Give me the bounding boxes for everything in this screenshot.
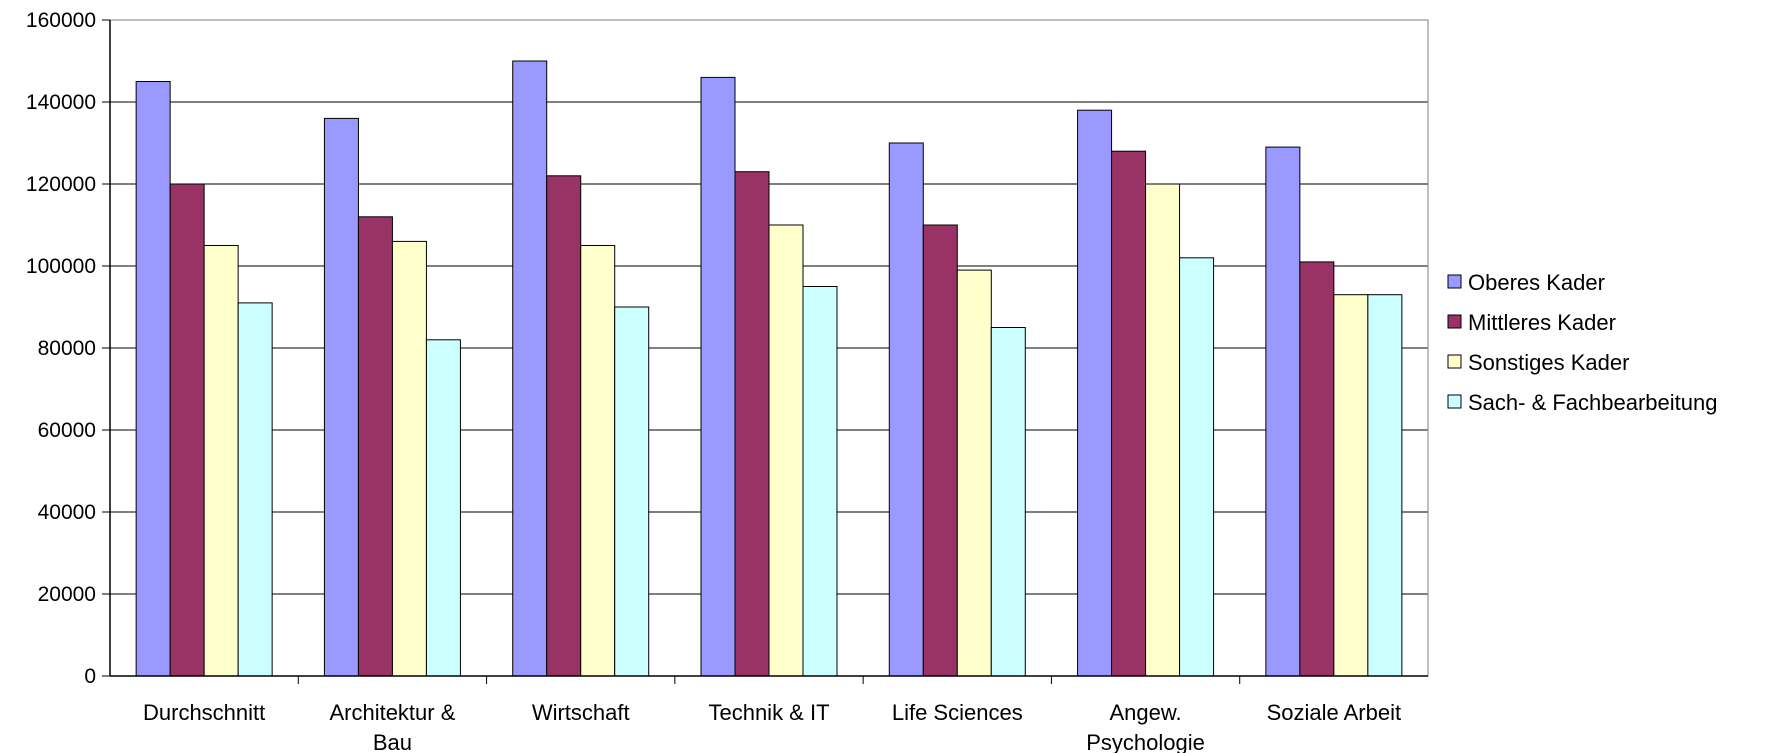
bar — [1145, 183, 1181, 677]
bar — [1265, 146, 1301, 677]
bar — [1077, 109, 1113, 677]
bar — [990, 327, 1026, 677]
x-category-label: Technik & IT — [708, 700, 829, 725]
x-category-label: Bau — [373, 730, 412, 753]
x-category-label: Durchschnitt — [143, 700, 265, 725]
y-tick-label: 120000 — [26, 173, 96, 196]
bar — [802, 286, 838, 677]
y-axis-tick-labels: 0 20000 40000 60000 80000 100000 120000 140000 1… — [26, 9, 96, 688]
x-category-label: Life Sciences — [892, 700, 1023, 725]
bar — [135, 81, 171, 677]
bar — [357, 216, 393, 677]
bar — [323, 117, 359, 677]
x-category-label: Angew. — [1109, 700, 1181, 725]
y-tick-label: 140000 — [26, 91, 96, 114]
bar — [546, 175, 582, 677]
bars — [135, 60, 1403, 677]
y-tick-label: 0 — [84, 665, 96, 688]
legend-swatch — [1447, 394, 1462, 409]
y-tick-label: 80000 — [38, 337, 96, 360]
x-category-label: Soziale Arbeit — [1267, 700, 1402, 725]
legend-swatch — [1447, 314, 1462, 329]
bar — [237, 302, 273, 677]
bar — [203, 245, 239, 677]
bar — [1333, 294, 1369, 677]
legend-label: Oberes Kader — [1468, 270, 1605, 295]
bar — [1299, 261, 1335, 677]
y-tick-label: 40000 — [38, 501, 96, 524]
y-tick-label: 160000 — [26, 9, 96, 32]
legend-swatch — [1447, 274, 1462, 289]
x-category-label: Wirtschaft — [532, 700, 630, 725]
legend-swatch — [1447, 354, 1462, 369]
legend-label: Sach- & Fachbearbeitung — [1468, 390, 1718, 415]
legend-label: Sonstiges Kader — [1468, 350, 1629, 375]
legend-label: Mittleres Kader — [1468, 310, 1616, 335]
bar — [1111, 150, 1147, 677]
y-tick-label: 20000 — [38, 583, 96, 606]
bar — [580, 245, 616, 677]
y-tick-label: 60000 — [38, 419, 96, 442]
bar — [425, 339, 461, 677]
bar — [169, 183, 205, 677]
x-axis-category-labels: Durchschnitt Architektur & Bau Wirtschaft Te… — [143, 700, 1401, 753]
bar — [734, 171, 770, 677]
x-category-label: Psychologie — [1086, 730, 1205, 753]
bar — [956, 269, 992, 677]
bar — [391, 240, 427, 677]
bar — [1179, 257, 1215, 677]
legend: Oberes Kader Mittleres Kader Sonstiges Kad… — [1447, 270, 1718, 415]
bar — [1367, 294, 1403, 677]
bar — [512, 60, 548, 677]
bar — [768, 224, 804, 677]
x-category-label: Architektur & — [329, 700, 455, 725]
y-tick-label: 100000 — [26, 255, 96, 278]
bar — [614, 306, 650, 677]
bar — [700, 76, 736, 677]
bar — [888, 142, 924, 677]
bar — [922, 224, 958, 677]
axes — [102, 19, 1429, 684]
